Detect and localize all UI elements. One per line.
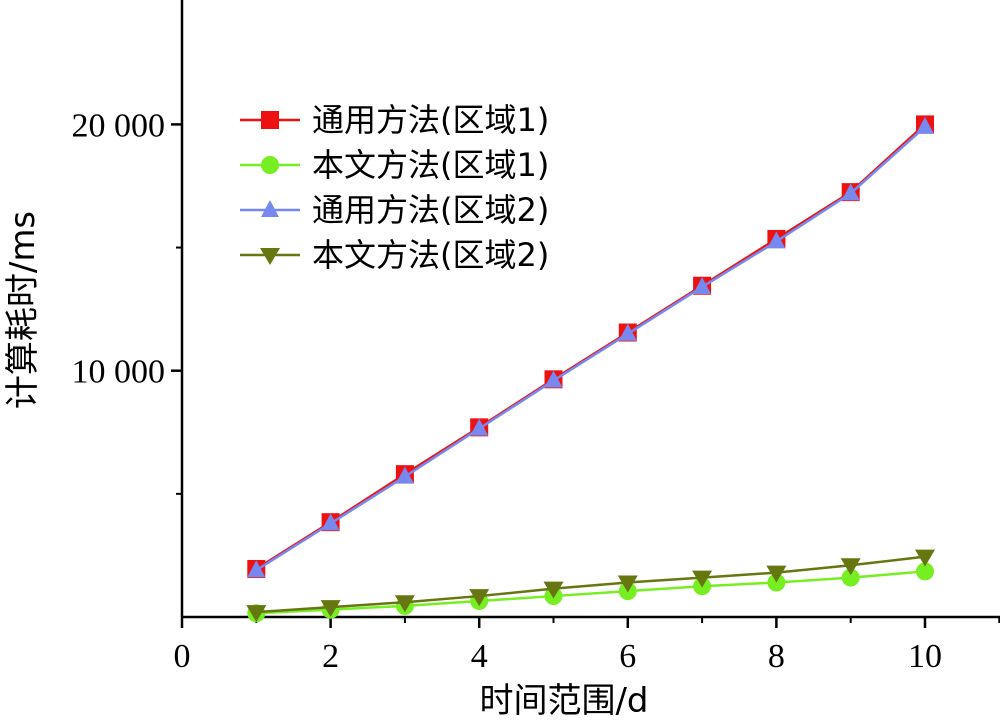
marker-triangle-down <box>246 605 267 623</box>
legend-item: 本文方法(区域2) <box>240 236 549 274</box>
marker-triangle-up <box>261 200 279 217</box>
series-line <box>255 125 926 572</box>
marker-circle <box>841 568 860 587</box>
marker-triangle-down <box>766 565 787 583</box>
marker-triangle-up <box>618 323 637 341</box>
marker-triangle-up <box>321 513 340 531</box>
x-axis-title: 时间范围/d <box>479 681 648 721</box>
marker-triangle-up <box>544 370 563 388</box>
legend-label: 通用方法(区域2) <box>312 191 549 229</box>
legend-item: 通用方法(区域1) <box>240 101 549 139</box>
marker-triangle-up <box>247 560 266 578</box>
marker-triangle-up <box>767 231 786 249</box>
marker-triangle-down <box>260 248 280 265</box>
marker-circle <box>916 562 934 581</box>
marker-triangle-down <box>915 549 935 567</box>
marker-triangle-down <box>692 570 713 588</box>
series-layer <box>246 115 935 623</box>
x-tick-label: 10 <box>908 638 942 675</box>
legend-item: 通用方法(区域2) <box>240 191 549 229</box>
x-tick-label: 6 <box>619 638 636 675</box>
series-1 <box>247 115 934 578</box>
marker-triangle-down <box>469 589 490 607</box>
x-tick-label: 0 <box>174 638 191 675</box>
marker-triangle-up <box>916 116 934 134</box>
marker-triangle-down <box>543 581 564 599</box>
axes <box>180 0 1000 619</box>
x-tick-label: 8 <box>768 638 785 675</box>
marker-triangle-up <box>395 466 414 484</box>
marker-triangle-down <box>617 575 638 593</box>
x-tick-label: 2 <box>322 638 339 675</box>
marker-triangle-up <box>841 183 860 201</box>
marker-circle <box>261 156 279 174</box>
marker-triangle-down <box>394 595 415 613</box>
series-4 <box>246 549 935 623</box>
series-2 <box>247 562 934 623</box>
y-tick-label: 20 000 <box>72 107 166 144</box>
y-tick-label: 10 000 <box>72 354 166 391</box>
ticks: 0 2 4 6 8 10 10 000 20 000 <box>72 107 1000 675</box>
legend-label: 通用方法(区域1) <box>312 101 549 139</box>
legend-label: 本文方法(区域2) <box>312 236 549 274</box>
x-tick-label: 4 <box>471 638 488 675</box>
legend-item: 本文方法(区域1) <box>240 146 549 184</box>
marker-triangle-down <box>320 600 341 618</box>
y-axis-title: 计算耗时/ms <box>3 211 43 409</box>
series-line <box>256 555 926 614</box>
marker-triangle-up <box>693 276 712 294</box>
marker-triangle-down <box>840 558 861 576</box>
legend-label: 本文方法(区域1) <box>312 146 549 184</box>
legend: 通用方法(区域1) 本文方法(区域1) 通用方法(区域2) 本文方法(区域2) <box>240 101 549 274</box>
marker-triangle-up <box>470 418 489 436</box>
series-3 <box>247 116 934 578</box>
series-line <box>256 570 926 615</box>
marker-square <box>261 111 279 129</box>
